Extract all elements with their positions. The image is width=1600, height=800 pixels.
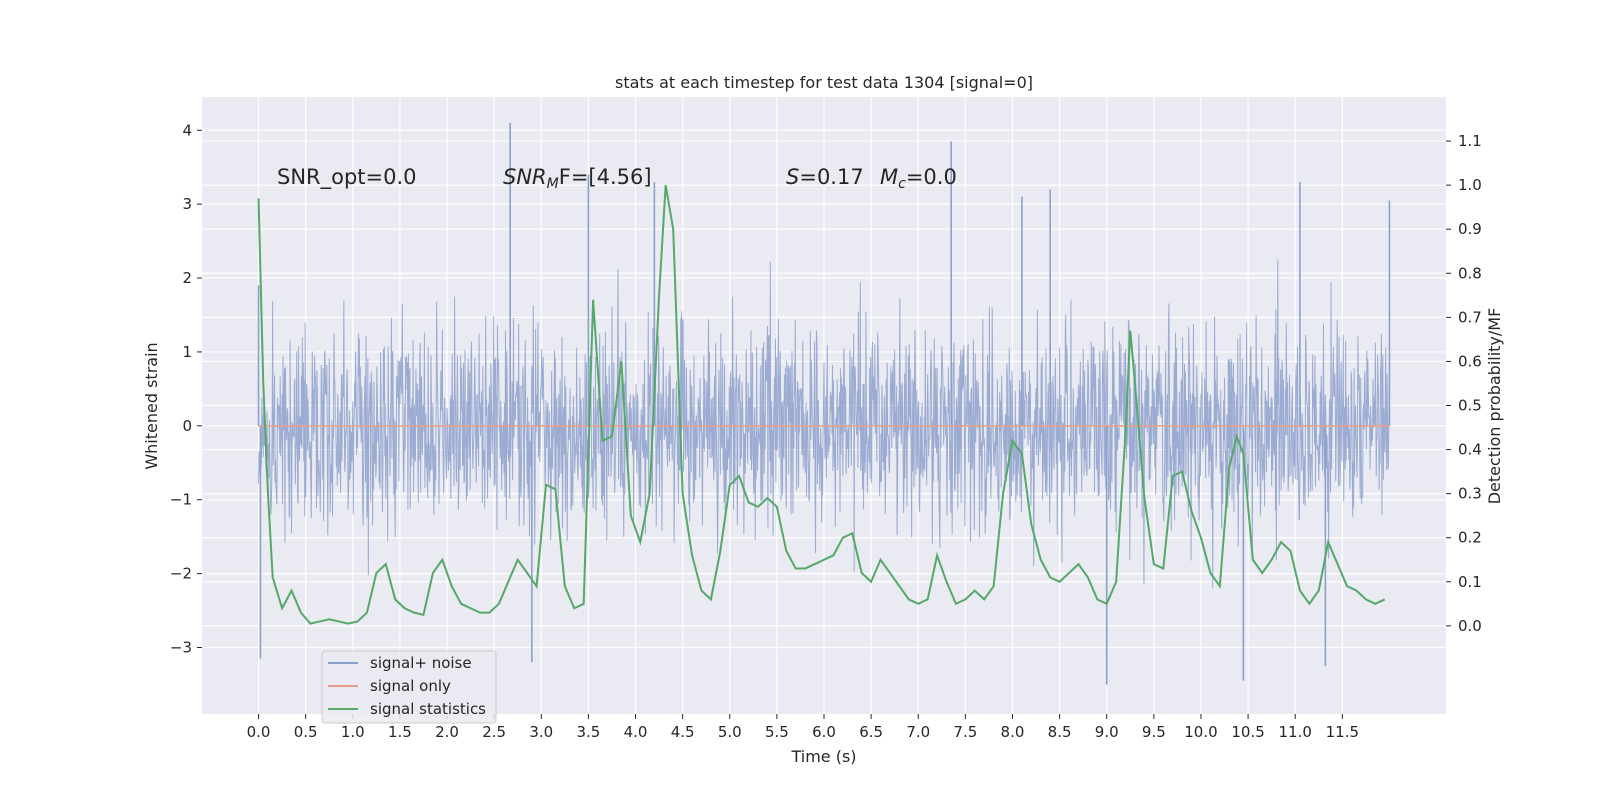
annotation-s-value: =0.17 — [799, 165, 863, 189]
x-tick-label: 7.5 — [953, 723, 977, 741]
annotation-mc: Mc=0.0 — [880, 165, 957, 192]
y2-tick-label: 0.9 — [1458, 220, 1482, 238]
x-tick-label: 8.0 — [1001, 723, 1025, 741]
y-tick-label: −3 — [170, 638, 192, 656]
y2-tick-label: 1.0 — [1458, 176, 1482, 194]
annotation-snr-opt: SNR_opt=0.0 — [277, 165, 417, 190]
x-tick-label: 10.5 — [1231, 723, 1264, 741]
x-tick-label: 10.0 — [1184, 723, 1217, 741]
legend-label-signal-statistics: signal statistics — [370, 700, 486, 718]
chart-title: stats at each timestep for test data 130… — [615, 73, 1033, 92]
annotation-mc-symbol: M — [880, 165, 898, 189]
x-tick-label: 5.0 — [718, 723, 742, 741]
y-axis-label: Whitened strain — [142, 342, 161, 469]
legend: signal+ noise signal only signal statist… — [321, 650, 497, 724]
y-axis-ticks: 4 3 2 1 0 −1 −2 −3 — [170, 121, 202, 656]
y-tick-label: 0 — [182, 417, 192, 435]
x-tick-label: 8.5 — [1048, 723, 1072, 741]
signal-statistics-series — [257, 184, 1386, 625]
y2-tick-label: 0.4 — [1458, 441, 1482, 459]
y-tick-label: −1 — [170, 491, 192, 509]
legend-frame — [321, 650, 497, 724]
x-tick-label: 3.5 — [576, 723, 600, 741]
annotation-mc-value: =0.0 — [906, 165, 957, 189]
x-tick-label: 9.5 — [1142, 723, 1166, 741]
x-tick-label: 4.0 — [624, 723, 648, 741]
x-tick-label: 0.0 — [247, 723, 271, 741]
x-tick-label: 6.0 — [812, 723, 836, 741]
x-tick-label: 4.5 — [671, 723, 695, 741]
x-axis-ticks: 0.0 0.5 1.0 1.5 2.0 2.5 3.0 3.5 4.0 4.5 5.0 5.5 6.0 6… — [247, 714, 1359, 741]
annotation-snr-mf-main: SNR — [503, 165, 547, 189]
x-tick-label: 7.0 — [906, 723, 930, 741]
y2-tick-label: 0.7 — [1458, 308, 1482, 326]
annotation-snr-mf: SNRMF=[4.56] — [503, 165, 652, 192]
y-tick-label: 4 — [182, 121, 192, 139]
x-tick-label: 5.5 — [765, 723, 789, 741]
y2-tick-label: 1.1 — [1458, 132, 1482, 150]
annotation-mc-sub: c — [898, 176, 906, 192]
y-tick-label: 1 — [182, 343, 192, 361]
y2-tick-label: 0.8 — [1458, 264, 1482, 282]
x-tick-label: 1.0 — [341, 723, 365, 741]
y2-tick-label: 0.6 — [1458, 352, 1482, 370]
x-tick-label: 11.5 — [1326, 723, 1359, 741]
y2-tick-label: 0.1 — [1458, 573, 1482, 591]
x-axis-label: Time (s) — [790, 747, 856, 766]
y2-tick-label: 0.3 — [1458, 485, 1482, 503]
signal-noise-trace — [258, 259, 1390, 589]
x-tick-label: 11.0 — [1279, 723, 1312, 741]
annotation-snr-mf-sub: M — [547, 176, 559, 192]
y-tick-label: 3 — [182, 195, 192, 213]
y2-tick-label: 0.2 — [1458, 529, 1482, 547]
y2-tick-label: 0.5 — [1458, 397, 1482, 415]
annotation-snr-mf-rest: F=[4.56] — [559, 165, 652, 189]
x-tick-label: 2.5 — [482, 723, 506, 741]
x-tick-label: 0.5 — [294, 723, 318, 741]
y-tick-label: −2 — [170, 565, 192, 583]
y2-tick-label: 0.0 — [1458, 617, 1482, 635]
y2-axis-label: Detection probability/MF — [1485, 308, 1504, 505]
annotation-s: S=0.17 — [786, 165, 864, 189]
x-tick-label: 6.5 — [859, 723, 883, 741]
annotation-s-symbol: S — [786, 165, 799, 189]
x-tick-label: 3.0 — [529, 723, 553, 741]
y-tick-label: 2 — [182, 269, 192, 287]
x-tick-label: 2.0 — [435, 723, 459, 741]
y2-axis-ticks: 1.1 1.0 0.9 0.8 0.7 0.6 0.5 0.4 0.3 0.2 0.1 0.0 — [1446, 132, 1482, 635]
x-tick-label: 9.0 — [1095, 723, 1119, 741]
legend-label-signal-noise: signal+ noise — [370, 654, 472, 672]
x-tick-label: 1.5 — [388, 723, 412, 741]
legend-label-signal-only: signal only — [370, 677, 451, 695]
